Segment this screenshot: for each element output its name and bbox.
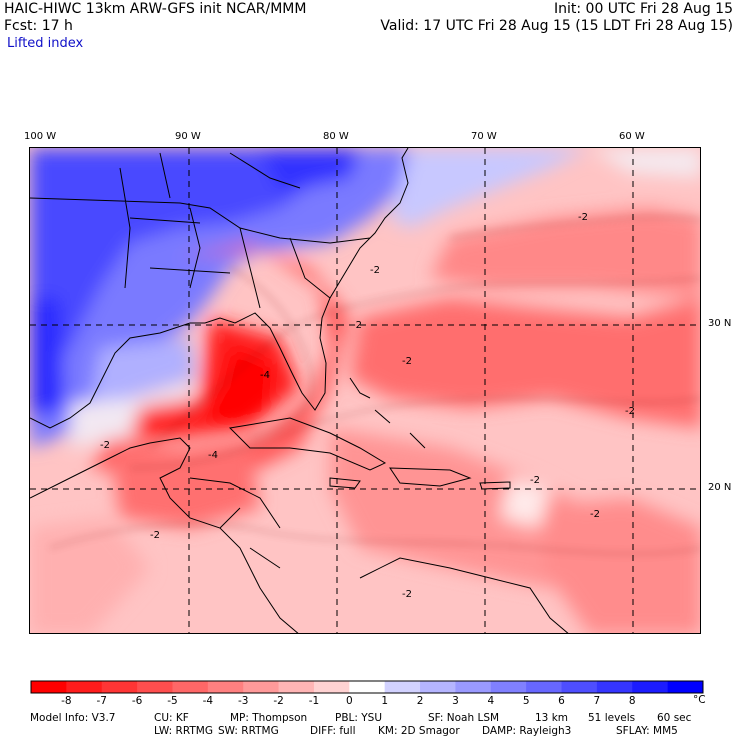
colorbar-tick-label: 6 (558, 695, 565, 707)
colorbar-tick-label: -8 (61, 695, 72, 707)
colorbar-tick-label: -7 (96, 695, 107, 707)
colorbar-bin (66, 681, 103, 693)
colorbar-unit: °C (693, 694, 706, 706)
colorbar (30, 680, 704, 694)
pbl-scheme: PBL: YSU (335, 712, 383, 724)
surface-scheme: SF: Noah LSM (428, 712, 500, 724)
colorbar-tick-label: 8 (628, 695, 636, 707)
contour-label: -2 (100, 440, 110, 451)
lifted-index-map: -2 -2 -2 -2 -2 -2 -2 -2 -2 -4 -4 -2 (29, 147, 701, 634)
lat-label-30n: 30 N (708, 318, 732, 329)
colorbar-tick-label: 7 (593, 695, 601, 707)
microphysics-scheme: MP: Thompson (230, 712, 308, 724)
colorbar-bin (384, 681, 421, 693)
contour-lines (49, 216, 700, 555)
colorbar-bin (420, 681, 456, 693)
contour-label: -2 (402, 589, 412, 600)
colorbar-bin (349, 681, 386, 693)
lon-label-60w: 60 W (619, 131, 645, 142)
time-step: 60 sec (657, 712, 692, 724)
colorbar-tick-label: 5 (522, 695, 530, 707)
colorbar-tick-label: 2 (416, 695, 424, 707)
contour-label: -2 (402, 356, 412, 367)
contour-label: -2 (578, 212, 588, 223)
valid-time: Valid: 17 UTC Fri 28 Aug 15 (15 LDT Fri … (380, 18, 733, 34)
field-name: Lifted index (7, 36, 84, 51)
colorbar-tick-label: -5 (167, 695, 178, 707)
colorbar-border (30, 680, 704, 694)
colorbar-bin (632, 681, 669, 693)
forecast-hour: Fcst: 17 h (4, 18, 73, 34)
km-option: KM: 2D Smagor (378, 725, 460, 737)
colorbar-bin (313, 681, 350, 693)
contour-label: -4 (208, 450, 218, 461)
colorbar-tick-label: -1 (308, 695, 320, 707)
init-time: Init: 00 UTC Fri 28 Aug 15 (553, 1, 733, 17)
diffusion: DIFF: full (310, 725, 356, 737)
lon-label-100w: 100 W (24, 131, 57, 142)
longwave-scheme: LW: RRTMG (154, 725, 213, 737)
lat-label-20n: 20 N (708, 482, 732, 493)
colorbar-bin (596, 681, 633, 693)
lon-label-90w: 90 W (175, 131, 201, 142)
coastlines (30, 148, 569, 633)
colorbar-bin (101, 681, 138, 693)
colorbar-bin (667, 681, 704, 693)
colorbar-bin (455, 681, 492, 693)
contour-label: -2 (625, 406, 635, 417)
colorbar-bin (278, 681, 315, 693)
contour-label: -4 (260, 370, 270, 381)
contour-label: -2 (352, 320, 362, 331)
title-left-line1: HAIC-HIWC 13km ARW-GFS init NCAR/MMM (4, 1, 307, 17)
surface-layer: SFLAY: MM5 (616, 725, 678, 737)
colorbar-bin (243, 681, 280, 693)
lon-label-70w: 70 W (471, 131, 497, 142)
colorbar-bin (31, 681, 67, 693)
colorbar-tick-label: -4 (202, 695, 214, 707)
colorbar-bin (172, 681, 209, 693)
colorbar-bin (490, 681, 527, 693)
lat-lon-grid (30, 148, 700, 633)
colorbar-bin (207, 681, 244, 693)
contour-label: -2 (590, 509, 600, 520)
colorbar-bin (137, 681, 173, 693)
colorbar-tick-label: -3 (237, 695, 249, 707)
contour-label: -2 (370, 265, 380, 276)
colorbar-tick-label: -6 (131, 695, 143, 707)
colorbar-tick-label: 3 (452, 695, 459, 707)
colorbar-tick-label: 1 (381, 695, 389, 707)
damping: DAMP: Rayleigh3 (482, 725, 572, 737)
vertical-levels: 51 levels (588, 712, 636, 724)
colorbar-tick-label: 0 (345, 695, 353, 707)
contour-label: -2 (150, 530, 160, 541)
colorbar-bin (526, 681, 563, 693)
colorbar-bin (561, 681, 598, 693)
colorbar-tick-label: -2 (273, 695, 284, 707)
colorbar-tick-label: 4 (487, 695, 495, 707)
lon-label-80w: 80 W (323, 131, 349, 142)
contour-label: -2 (530, 475, 540, 486)
model-info: Model Info: V3.7 (30, 712, 116, 724)
cumulus-scheme: CU: KF (154, 712, 189, 724)
resolution: 13 km (535, 712, 569, 724)
shortwave-scheme: SW: RRTMG (218, 725, 279, 737)
